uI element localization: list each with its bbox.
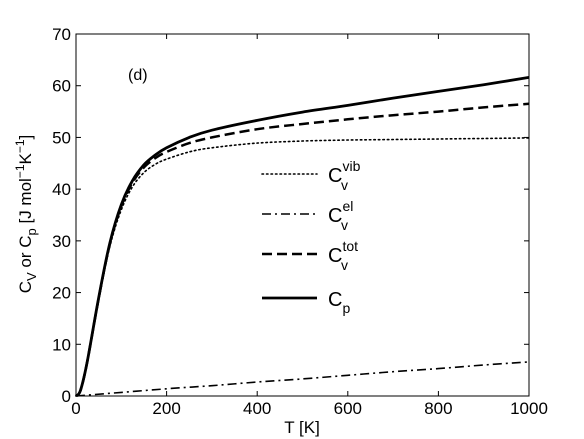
panel-annotation: (d) xyxy=(128,67,148,84)
y-tick-label: 60 xyxy=(52,77,71,96)
plot-area: 0 200 400 600 800 1000 0 10 20 30 40 50 60 70 xyxy=(52,25,548,418)
y-axis-label: CV or Cp [J mol−1K−1] xyxy=(13,135,39,294)
legend-label-2: Cel v xyxy=(328,198,353,233)
legend-label-4: Cp xyxy=(328,289,350,316)
y-tick-label: 0 xyxy=(62,387,71,406)
series-layer xyxy=(74,76,530,398)
x-tick-label: 800 xyxy=(424,399,452,418)
y-tick-label: 30 xyxy=(52,232,71,251)
x-tick-label: 1000 xyxy=(510,399,548,418)
x-axis-label-text: T [K] xyxy=(284,418,320,437)
series-line-3 xyxy=(75,102,530,397)
x-tick-label: 400 xyxy=(243,399,271,418)
x-tick-label: 200 xyxy=(152,399,180,418)
x-tick-label: 0 xyxy=(71,399,80,418)
legend-label-1: Cvib v xyxy=(328,158,361,193)
series-line-2 xyxy=(75,361,530,397)
legend-label-3: Ctot v xyxy=(328,238,358,273)
x-axis-label: T [K] xyxy=(284,418,320,437)
y-tick-label: 40 xyxy=(52,180,71,199)
y-tick-label: 10 xyxy=(52,335,71,354)
series-line-4 xyxy=(74,76,530,398)
y-tick-label: 50 xyxy=(52,128,71,147)
axis-ticks: 0 200 400 600 800 1000 0 10 20 30 40 50 60 70 xyxy=(52,25,548,418)
y-tick-label: 20 xyxy=(52,284,71,303)
series-line-1 xyxy=(75,137,530,397)
x-tick-label: 600 xyxy=(334,399,362,418)
legend: Cvib v Cel v Ctot v Cp xyxy=(261,158,361,316)
y-tick-label: 70 xyxy=(52,25,71,44)
plot-frame xyxy=(75,33,530,397)
